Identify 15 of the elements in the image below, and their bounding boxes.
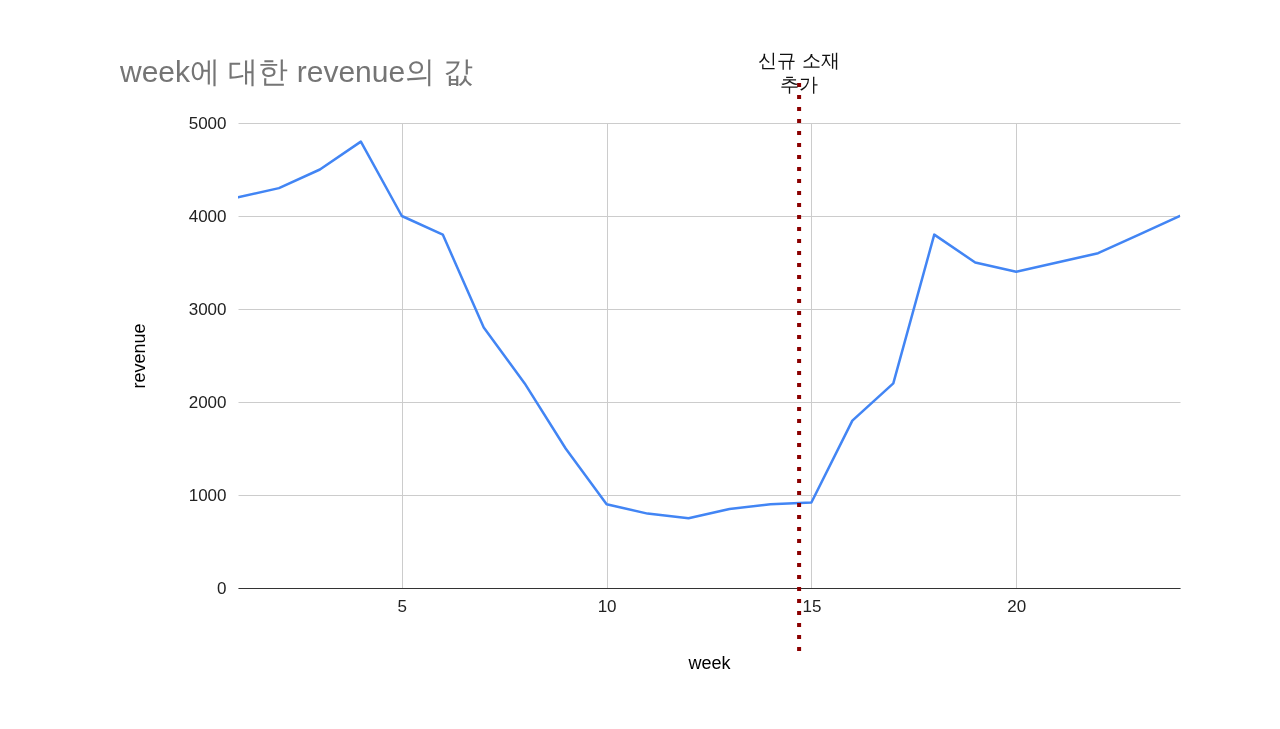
x-tick-label: 20: [1007, 596, 1027, 616]
x-axis-title: week: [687, 652, 732, 673]
x-tick-label: 10: [597, 596, 617, 616]
y-tick-label: 2000: [188, 392, 227, 412]
chart-title: week에 대한 revenue의 값: [119, 55, 474, 88]
y-tick-label: 5000: [188, 113, 227, 133]
y-tick-label: 0: [217, 578, 227, 598]
y-axis-title: revenue: [128, 323, 149, 389]
y-tick-label: 1000: [188, 485, 227, 505]
x-tick-label: 15: [802, 596, 822, 616]
x-tick-label: 5: [397, 596, 408, 616]
y-tick-label: 4000: [188, 206, 227, 226]
line-series: [238, 140, 1180, 520]
y-tick-label: 3000: [188, 299, 227, 319]
ref-line-label: 신규 소재 추가: [758, 50, 840, 95]
